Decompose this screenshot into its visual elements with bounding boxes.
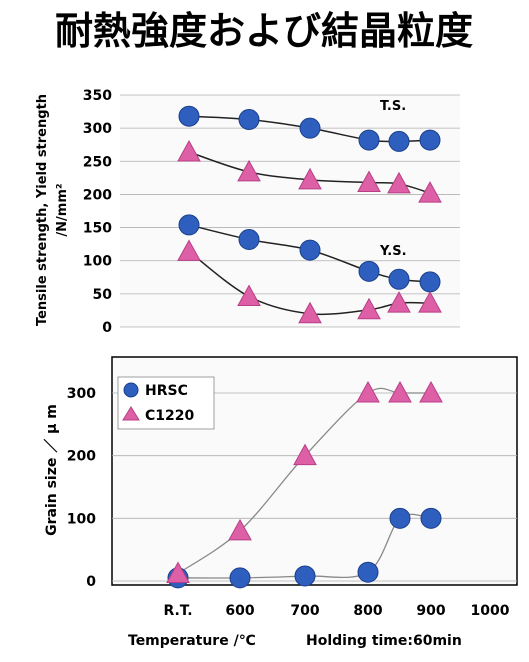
strength-hrsc-point xyxy=(419,271,441,293)
strength-y-tick-label: 250 xyxy=(83,154,112,170)
strength-y-label-line-1: Tensile strength, Yield strength xyxy=(35,94,50,326)
strength-c1220-point xyxy=(418,181,442,203)
grain-y-tick-label: 300 xyxy=(67,386,96,402)
legend-c1220-label: C1220 xyxy=(145,408,194,424)
legend-hrsc-label: HRSC xyxy=(145,383,188,399)
grain-size-chart: 0 100 200 300 R.T. 600 700 800 900 1000 Grain si… xyxy=(44,356,518,619)
ys-annotation: Y.S. xyxy=(379,244,407,259)
strength-c1220-point xyxy=(387,171,411,194)
strength-hrsc-point xyxy=(238,229,260,251)
strength-y-tick-label: 200 xyxy=(83,187,112,203)
grain-x-tick-label: R.T. xyxy=(163,603,192,619)
holding-time-note: Holding time:60min xyxy=(306,633,462,649)
strength-y-tick-label: 50 xyxy=(93,287,113,303)
strength-c1220-point xyxy=(237,159,261,182)
grain-markers xyxy=(166,380,443,589)
strength-c1220-point xyxy=(357,297,381,320)
strength-hrsc-point xyxy=(178,105,200,127)
strength-hrsc-point xyxy=(388,268,410,290)
strength-y-tick-label: 300 xyxy=(83,121,112,137)
grain-hrsc-point xyxy=(357,561,379,583)
ts-annotation: T.S. xyxy=(380,99,406,114)
strength-hrsc-point xyxy=(388,130,410,152)
strength-hrsc-point xyxy=(178,214,200,236)
x-axis-label: Temperature /℃ xyxy=(128,633,256,649)
grain-c1220-point xyxy=(293,443,317,466)
strength-grid xyxy=(120,94,460,328)
grain-hrsc-point xyxy=(294,565,316,587)
strength-y-tick-label: 0 xyxy=(102,320,112,336)
grain-x-tick-labels: R.T. 600 700 800 900 1000 xyxy=(163,603,509,619)
strength-c1220-point xyxy=(298,167,322,190)
legend: HRSC C1220 xyxy=(117,376,215,430)
strength-plot-area xyxy=(120,95,460,327)
page-title: 耐熱強度および結晶粒度 xyxy=(55,9,473,53)
strength-c1220-point xyxy=(357,170,381,192)
strength-y-tick-label: 350 xyxy=(83,88,112,104)
strength-y-tick-label: 100 xyxy=(83,254,112,270)
grain-x-tick-label: 700 xyxy=(290,603,319,619)
strength-y-tick-label: 150 xyxy=(83,221,112,237)
strength-hrsc-point xyxy=(358,129,380,151)
grain-c1220-point xyxy=(388,380,412,403)
grain-x-tick-label: 1000 xyxy=(471,603,510,619)
grain-x-tick-label: 900 xyxy=(416,603,445,619)
grain-y-tick-label: 0 xyxy=(86,574,96,590)
legend-hrsc-marker xyxy=(123,382,139,398)
grain-hrsc-point xyxy=(229,567,251,589)
grain-y-tick-label: 200 xyxy=(67,449,96,465)
strength-c1220-point xyxy=(177,139,201,162)
strength-hrsc-point xyxy=(358,260,380,282)
grain-c1220-point xyxy=(356,380,380,403)
grain-y-tick-label: 100 xyxy=(67,511,96,527)
strength-hrsc-point xyxy=(299,239,321,261)
strength-chart: 0 50 100 150 200 250 300 350 Tensile strength, … xyxy=(35,88,460,336)
strength-hrsc-point xyxy=(419,129,441,151)
grain-c1220-point xyxy=(166,561,190,583)
grain-y-label: Grain size ／ μ m xyxy=(44,404,60,536)
grain-c1220-point xyxy=(419,380,443,403)
strength-hrsc-point xyxy=(238,109,260,131)
grain-c1220-point xyxy=(228,518,252,541)
strength-y-label-line-2: /N/mm² xyxy=(55,183,70,236)
strength-hrsc-point xyxy=(299,117,321,139)
strength-c1220-point xyxy=(387,291,411,313)
grain-hrsc-point xyxy=(420,507,442,529)
grain-x-tick-label: 800 xyxy=(353,603,382,619)
strength-c1220-point xyxy=(418,291,442,313)
strength-c1220-point xyxy=(177,239,201,261)
grain-hrsc-point xyxy=(389,507,411,529)
strength-markers xyxy=(177,105,442,324)
strength-c1220-point xyxy=(237,284,261,307)
strength-y-tick-labels: 0 50 100 150 200 250 300 350 xyxy=(83,88,112,336)
strength-y-label: Tensile strength, Yield strength /N/mm² xyxy=(35,94,70,326)
strength-c1220-point xyxy=(298,301,322,324)
grain-y-tick-labels: 0 100 200 300 xyxy=(67,386,96,590)
legend-c1220-marker xyxy=(122,406,140,421)
grain-x-tick-label: 600 xyxy=(225,603,254,619)
